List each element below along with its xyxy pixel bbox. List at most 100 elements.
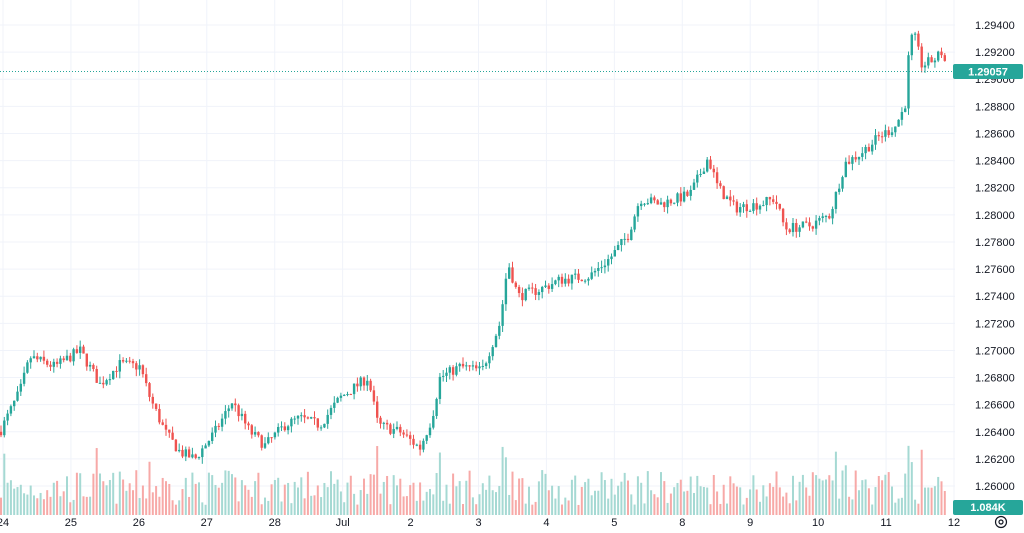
candle-body — [686, 191, 689, 196]
candle-body — [458, 363, 461, 367]
candle-body — [765, 196, 768, 206]
candle-body — [801, 221, 805, 228]
candle-body — [828, 216, 831, 219]
volume-bar — [174, 504, 177, 515]
volume-bar — [699, 486, 702, 515]
volume-bar — [462, 504, 464, 515]
volume-bar — [128, 483, 131, 515]
volume-bar — [937, 476, 940, 515]
volume-bar — [514, 500, 517, 515]
candle-body — [940, 51, 943, 56]
volume-bar — [679, 479, 682, 515]
candle-body — [762, 205, 765, 207]
volume-bar — [564, 497, 567, 515]
candle-body — [735, 201, 739, 213]
volume-bar — [468, 470, 471, 515]
candle-body — [253, 432, 257, 435]
candle-body — [141, 365, 145, 375]
candle-body — [52, 361, 55, 367]
candle-body — [861, 153, 864, 157]
volume-bar — [521, 478, 524, 515]
candle-body — [181, 449, 184, 457]
volume-bar — [234, 477, 237, 515]
candle-body — [240, 413, 244, 417]
volume-bar — [306, 471, 309, 515]
candle-body — [824, 216, 828, 218]
grid-lines — [0, 0, 955, 515]
price-tick-label: 1.28800 — [975, 101, 1015, 113]
volume-bar — [693, 492, 695, 515]
volume-bar — [405, 496, 408, 515]
candle-body — [102, 382, 105, 385]
volume-bar — [224, 470, 227, 515]
candle-body — [422, 440, 425, 450]
candle-body — [613, 250, 616, 257]
price-axis[interactable]: 1.294001.292001.290001.288001.286001.284… — [975, 20, 1015, 493]
volume-bar — [887, 472, 890, 515]
candle-body — [346, 394, 349, 396]
volume-bar — [277, 477, 280, 515]
candle-body — [880, 136, 884, 138]
volume-bar — [445, 484, 448, 515]
volume-bar — [709, 504, 712, 515]
volume-bar — [141, 485, 144, 515]
volume-bar — [69, 502, 72, 515]
price-tick-label: 1.29400 — [975, 20, 1015, 32]
volume-bar — [828, 475, 831, 515]
volume-bar — [316, 485, 319, 515]
volume-bar — [603, 480, 606, 515]
candle-body — [230, 403, 234, 409]
volume-bar — [79, 473, 82, 515]
candle-body — [508, 267, 511, 279]
price-tick-label: 1.26600 — [975, 400, 1015, 412]
candle-body — [607, 259, 610, 266]
candle-body — [643, 203, 646, 205]
volume-bar — [247, 489, 250, 515]
candle-body — [13, 400, 16, 407]
volume-bar — [683, 491, 686, 515]
candle-body — [313, 417, 316, 419]
candle-body — [326, 414, 329, 424]
candle-body — [224, 411, 227, 419]
candle-body — [161, 422, 164, 425]
volume-bar — [851, 499, 854, 515]
volume-bar — [415, 500, 418, 515]
time-axis[interactable]: 24 25 26 27 28 Jul 2 3 4 5 8 9 10 11 12 — [0, 517, 960, 529]
time-tick-label: 27 — [201, 517, 213, 529]
volume-bar — [138, 498, 141, 515]
volume-bar — [768, 483, 771, 515]
candle-body — [247, 423, 250, 426]
volume-bar — [570, 479, 573, 515]
volume-bar — [617, 485, 620, 515]
volume-bar — [831, 480, 834, 515]
volume-bar — [910, 462, 913, 515]
candle-body — [673, 202, 676, 204]
volume-bar — [894, 502, 897, 515]
candle-body — [831, 208, 834, 219]
settings-icon[interactable] — [994, 515, 1008, 529]
volume-bar — [554, 498, 557, 515]
candle-body — [491, 347, 494, 357]
candle-body — [72, 349, 75, 362]
candle-body — [46, 360, 49, 365]
volume-label: 1.084K — [970, 502, 1006, 514]
candle-body — [709, 159, 712, 169]
volume-bar — [805, 487, 808, 515]
volume-bar — [666, 502, 669, 515]
volume-bar — [26, 494, 29, 515]
candle-body — [910, 34, 913, 56]
candle-body — [844, 161, 847, 178]
candle-body — [280, 426, 283, 428]
candle-body — [98, 382, 102, 384]
candle-body — [171, 432, 174, 440]
volume-bar — [904, 473, 907, 515]
volume-bar — [346, 482, 349, 515]
volume-bar — [75, 472, 78, 515]
candle-body — [399, 426, 402, 433]
volume-bar — [689, 476, 692, 515]
candle-body — [791, 223, 795, 233]
volume-bar — [920, 449, 923, 515]
candle-body — [808, 222, 811, 227]
candle-body — [633, 216, 636, 230]
